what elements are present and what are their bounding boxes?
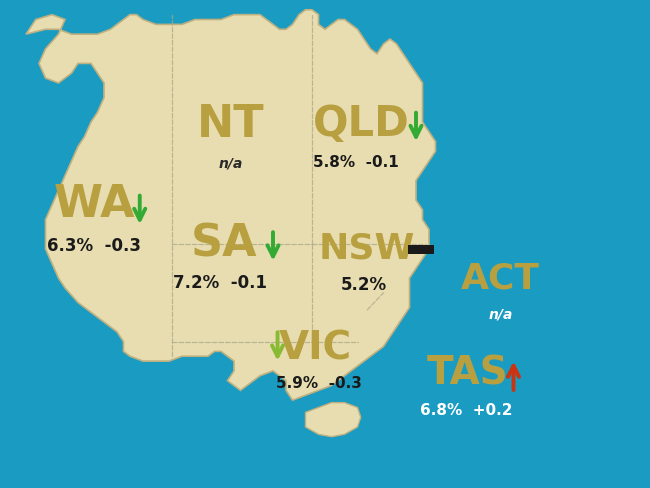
Text: NT: NT xyxy=(197,103,265,146)
Text: 5.8%  -0.1: 5.8% -0.1 xyxy=(313,155,399,170)
Bar xyxy=(408,245,434,254)
Text: n/a: n/a xyxy=(218,157,243,170)
Text: 7.2%  -0.1: 7.2% -0.1 xyxy=(173,274,266,292)
Polygon shape xyxy=(306,403,361,437)
Polygon shape xyxy=(26,10,436,400)
Text: WA: WA xyxy=(53,183,135,226)
Text: n/a: n/a xyxy=(488,308,513,322)
Text: NSW: NSW xyxy=(319,232,415,266)
Text: ACT: ACT xyxy=(461,261,540,295)
Text: 5.9%  -0.3: 5.9% -0.3 xyxy=(276,376,361,390)
Text: VIC: VIC xyxy=(279,330,352,368)
Text: SA: SA xyxy=(191,223,257,265)
Text: 6.8%  +0.2: 6.8% +0.2 xyxy=(421,404,513,418)
Text: 6.3%  -0.3: 6.3% -0.3 xyxy=(47,238,141,255)
Text: 5.2%: 5.2% xyxy=(341,277,387,294)
Text: TAS: TAS xyxy=(427,354,509,392)
Text: QLD: QLD xyxy=(313,103,409,145)
